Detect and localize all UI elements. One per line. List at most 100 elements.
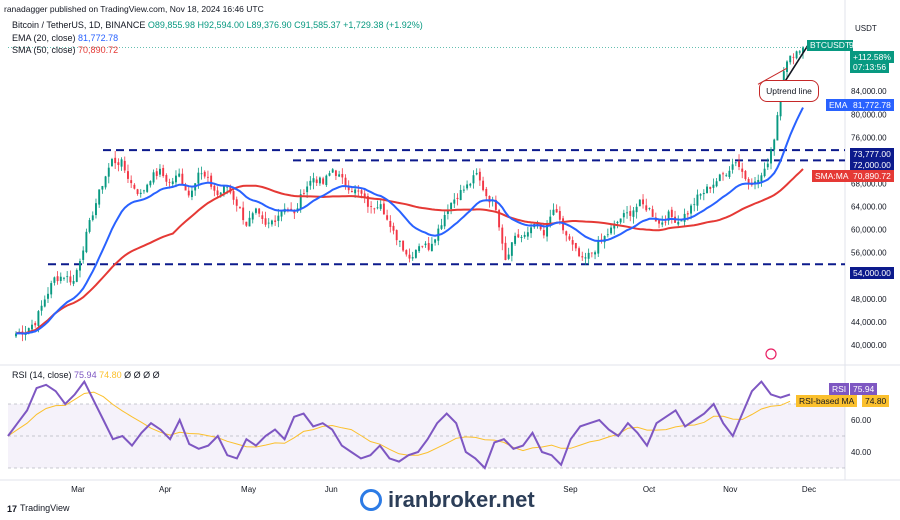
level-73777-tag: 73,777.00 xyxy=(850,148,894,160)
candle-body xyxy=(40,305,43,311)
last-change-tag: +112.58% xyxy=(850,51,894,63)
candle-body xyxy=(728,170,731,177)
candle-body xyxy=(27,328,30,333)
event-flag-icon xyxy=(765,348,777,360)
candle-body xyxy=(98,189,101,205)
candle-body xyxy=(504,242,507,261)
candle-body xyxy=(178,173,181,177)
candle-body xyxy=(354,189,357,194)
rsi-ma-axis-tag: 74.80 xyxy=(862,395,890,407)
candle-body xyxy=(446,209,449,214)
rsi-ma-axis-tag-name: RSI-based MA xyxy=(796,395,858,407)
candle-body xyxy=(235,199,238,206)
candle-body xyxy=(302,193,305,194)
candle-body xyxy=(760,175,763,182)
time-tick-label: Mar xyxy=(71,485,85,494)
candle-body xyxy=(786,61,788,72)
candle-body xyxy=(95,203,97,216)
ohlc-change: +1,729.38 (+1.92%) xyxy=(343,20,423,30)
candle-body xyxy=(408,254,411,259)
candle-body xyxy=(216,190,219,196)
rsi-legend[interactable]: RSI (14, close) 75.94 74.80 Ø Ø Ø Ø xyxy=(12,370,160,380)
candle-body xyxy=(642,199,645,205)
candle-body xyxy=(494,199,497,210)
candle-body xyxy=(270,220,273,225)
symbol-title: Bitcoin / TetherUS, 1D, BINANCE xyxy=(12,20,146,30)
candle-body xyxy=(702,192,705,195)
candle-body xyxy=(277,215,280,221)
candle-body xyxy=(184,184,187,191)
watermark-text: iranbroker.net xyxy=(388,487,535,512)
candle-body xyxy=(50,283,53,295)
candle-body xyxy=(648,207,651,209)
rsi-ma-legend-value: 74.80 xyxy=(99,370,122,380)
candle-body xyxy=(360,190,363,194)
candle-body xyxy=(725,175,728,177)
candle-body xyxy=(450,202,453,210)
candle-body xyxy=(162,168,165,177)
candle-body xyxy=(152,172,155,183)
candle-body xyxy=(696,194,699,206)
candle-body xyxy=(366,196,369,207)
candle-body xyxy=(802,47,804,53)
candle-body xyxy=(411,257,414,259)
candle-body xyxy=(37,311,40,326)
candle-body xyxy=(382,203,385,215)
candle-body xyxy=(734,162,737,164)
candle-body xyxy=(514,235,517,244)
candle-body xyxy=(747,179,750,184)
candle-body xyxy=(203,171,206,177)
candle-body xyxy=(779,94,782,117)
rsi-ma-line xyxy=(7,391,791,456)
candle-body xyxy=(315,179,318,183)
candle-body xyxy=(293,211,296,214)
sma-axis-tag: 70,890.72 xyxy=(850,170,894,182)
level-72000-tag: 72,000.00 xyxy=(850,159,894,171)
candle-body xyxy=(389,221,392,227)
candle-body xyxy=(430,243,433,252)
price-tick-label: 80,000.00 xyxy=(851,110,887,119)
candle-body xyxy=(469,183,472,186)
candle-body xyxy=(69,276,72,283)
ohlc-high: H92,594.00 xyxy=(197,20,245,30)
rsi-legend-extra: Ø Ø Ø Ø xyxy=(124,370,160,380)
candle-body xyxy=(238,207,241,209)
candle-body xyxy=(427,243,430,250)
candle-body xyxy=(619,218,622,223)
candle-body xyxy=(770,149,772,164)
ohlc-open: O89,855.98 xyxy=(147,20,195,30)
candle-body xyxy=(421,245,424,247)
candle-body xyxy=(629,211,632,216)
ema-legend[interactable]: EMA (20, close) 81,772.78 xyxy=(12,33,118,43)
candles-group xyxy=(15,46,804,342)
candle-body xyxy=(459,190,462,201)
candle-body xyxy=(405,250,408,255)
candle-body xyxy=(197,172,200,184)
candle-body xyxy=(200,173,203,175)
candle-body xyxy=(15,333,17,337)
candle-body xyxy=(245,221,248,226)
price-tick-label: 68,000.00 xyxy=(851,179,887,188)
candle-body xyxy=(517,234,520,238)
candle-body xyxy=(334,170,337,176)
candle-body xyxy=(357,190,360,192)
candle-body xyxy=(261,215,264,220)
candle-body xyxy=(414,249,417,258)
uptrend-annotation[interactable]: Uptrend line xyxy=(759,80,819,102)
candle-body xyxy=(632,210,635,217)
candle-body xyxy=(136,189,139,194)
candle-body xyxy=(328,173,331,176)
tradingview-brand[interactable]: 17 TradingView xyxy=(7,503,70,514)
time-tick-label: Dec xyxy=(802,485,816,494)
candle-body xyxy=(597,241,600,254)
candle-body xyxy=(322,178,325,184)
candle-body xyxy=(155,171,158,176)
rsi-axis-tag: 75.94 xyxy=(850,383,878,395)
ema-legend-label: EMA (20, close) xyxy=(12,33,76,43)
candle-body xyxy=(398,241,401,242)
currency-label: USDT xyxy=(855,24,877,33)
candle-body xyxy=(171,181,174,184)
rsi-tick-label: 60.00 xyxy=(851,416,872,425)
sma-legend[interactable]: SMA (50, close) 70,890.72 xyxy=(12,45,118,55)
candle-body xyxy=(341,174,344,178)
